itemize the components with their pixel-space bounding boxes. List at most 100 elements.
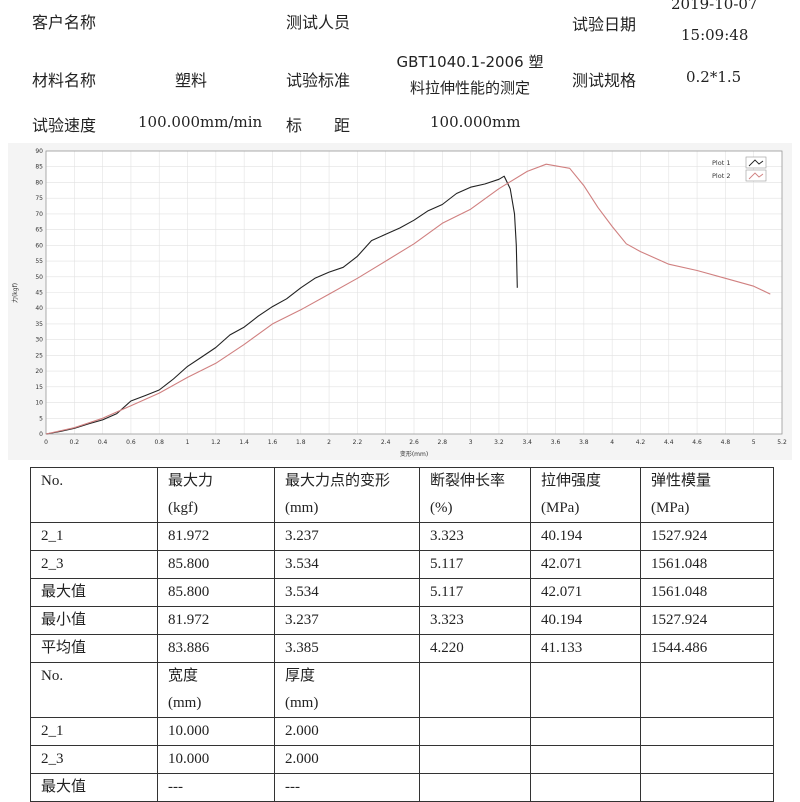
table-cell <box>640 745 774 774</box>
table-row: 2_3 85.800 3.534 5.117 42.071 1561.048 <box>30 550 774 579</box>
x-tick-label: 4.8 <box>721 439 731 446</box>
table-cell: 1527.924 <box>640 522 774 551</box>
x-tick-label: 2 <box>327 439 331 446</box>
legend-swatch-line <box>748 172 764 180</box>
y-tick-labels: 0 5 10 15 20 25 30 35 40 45 50 55 60 65 70 75 80 85 90 <box>35 148 43 438</box>
table-cell: 最小值 <box>30 606 158 635</box>
x-tick-labels: 0 0.2 0.4 0.6 0.8 1 1.2 1.4 1.6 1.8 2 2.2 2.4 2.6 2.8 3… <box>44 439 787 446</box>
header-line2: (kgf) <box>168 500 198 516</box>
table-cell: 弹性模量 (MPa) <box>640 467 774 523</box>
table-row: 2_1 10.000 2.000 <box>30 717 774 746</box>
table-cell: 宽度 (mm) <box>157 662 275 718</box>
table-cell: 2_3 <box>30 745 158 774</box>
table-cell: 1561.048 <box>640 578 774 607</box>
spec-label: 测试规格 <box>572 71 637 90</box>
standard-value-line2: 料拉伸性能的测定 <box>409 79 530 97</box>
standard-value-line1: GBT1040.1-2006 塑 <box>396 53 544 71</box>
x-tick-label: 2.2 <box>353 439 363 446</box>
y-tick-label: 50 <box>35 274 43 281</box>
test-time-value: 15:09:48 <box>681 26 749 44</box>
table-cell: 83.886 <box>157 634 275 663</box>
x-tick-label: 2.6 <box>409 439 419 446</box>
series-line-1 <box>45 175 518 435</box>
customer-name-label: 客户名称 <box>32 13 97 32</box>
y-tick-label: 35 <box>35 321 43 328</box>
table-cell: 2.000 <box>274 745 420 774</box>
y-tick-label: 25 <box>35 352 43 359</box>
header-line1: No. <box>41 668 64 684</box>
header-line1: 断裂伸长率 <box>430 473 506 489</box>
x-tick-label: 1 <box>186 439 190 446</box>
table-cell: 3.323 <box>419 606 531 635</box>
standard-label: 试验标准 <box>286 71 351 90</box>
table-row: 最小值 81.972 3.237 3.323 40.194 1527.924 <box>30 606 774 635</box>
table-cell <box>640 717 774 746</box>
table-cell <box>530 662 641 718</box>
x-tick-label: 0 <box>44 439 48 446</box>
table-cell: 1527.924 <box>640 606 774 635</box>
table-row: 2_3 10.000 2.000 <box>30 745 774 774</box>
table-cell: 81.972 <box>157 606 275 635</box>
table-cell: 3.237 <box>274 606 420 635</box>
tester-label: 测试人员 <box>286 13 351 32</box>
material-value: 塑料 <box>175 71 208 90</box>
chart-grid <box>45 150 783 435</box>
table-header-row: No. 宽度 (mm) 厚度 (mm) <box>30 662 774 718</box>
table-cell: 40.194 <box>530 606 641 635</box>
table-cell: 最大力 (kgf) <box>157 467 275 523</box>
standard-value: GBT1040.1-2006 塑 料拉伸性能的测定 <box>390 49 550 101</box>
table-cell: 4.220 <box>419 634 531 663</box>
x-tick-label: 2.4 <box>381 439 391 446</box>
table-cell <box>419 745 531 774</box>
x-tick-label: 3.2 <box>494 439 504 446</box>
table-cell: 81.972 <box>157 522 275 551</box>
x-tick-label: 0.4 <box>98 439 108 446</box>
x-tick-label: 4.6 <box>692 439 702 446</box>
table-cell: 3.534 <box>274 578 420 607</box>
table-cell: 3.534 <box>274 550 420 579</box>
x-tick-label: 0.2 <box>70 439 80 446</box>
legend-label: Plot 2 <box>712 172 730 180</box>
header-line2: (mm) <box>285 500 319 516</box>
x-tick-label: 4 <box>610 439 614 446</box>
y-tick-label: 55 <box>35 258 43 265</box>
legend-swatch-line <box>748 159 764 167</box>
table-cell: 厚度 (mm) <box>274 662 420 718</box>
table-cell: 5.117 <box>419 578 531 607</box>
table-cell: --- <box>274 773 420 802</box>
table-cell: 断裂伸长率 (%) <box>419 467 531 523</box>
table-cell: 1561.048 <box>640 550 774 579</box>
y-tick-label: 20 <box>35 368 43 375</box>
x-tick-label: 0.8 <box>154 439 164 446</box>
header-line2: (MPa) <box>541 500 580 516</box>
x-tick-label: 3 <box>469 439 473 446</box>
y-tick-label: 85 <box>35 164 43 171</box>
table-cell: 平均值 <box>30 634 158 663</box>
header-line1: 宽度 <box>168 668 199 684</box>
y-tick-label: 10 <box>35 400 43 407</box>
legend-label: Plot 1 <box>712 159 730 167</box>
table-cell: 最大力点的变形 (mm) <box>274 467 420 523</box>
x-tick-label: 5 <box>752 439 756 446</box>
table-cell: 1544.486 <box>640 634 774 663</box>
x-tick-label: 4.4 <box>664 439 674 446</box>
table-cell: 2.000 <box>274 717 420 746</box>
table-cell: 2_3 <box>30 550 158 579</box>
y-tick-label: 80 <box>35 179 43 186</box>
series-line-2 <box>45 163 771 435</box>
x-tick-label: 1.4 <box>239 439 249 446</box>
x-tick-label: 4.2 <box>636 439 646 446</box>
x-tick-label: 0.6 <box>126 439 136 446</box>
table-cell: No. <box>30 662 158 718</box>
table-row: 最大值 85.800 3.534 5.117 42.071 1561.048 <box>30 578 774 607</box>
y-tick-label: 65 <box>35 227 43 234</box>
y-tick-label: 75 <box>35 195 43 202</box>
table-cell <box>640 773 774 802</box>
y-tick-label: 5 <box>39 415 43 422</box>
results-table: No. 最大力 (kgf) 最大力点的变形 (mm) 断裂伸长率 (%) 拉伸强度 (MPa) 弹… <box>30 467 774 802</box>
header-line1: 最大力 <box>168 473 214 489</box>
table-cell: 85.800 <box>157 550 275 579</box>
force-deformation-chart: 0 0.2 0.4 0.6 0.8 1 1.2 1.4 1.6 1.8 2 2.2 2.4 2.6 2.8 3… <box>8 143 792 460</box>
header-line1: No. <box>41 473 64 489</box>
table-cell <box>530 745 641 774</box>
